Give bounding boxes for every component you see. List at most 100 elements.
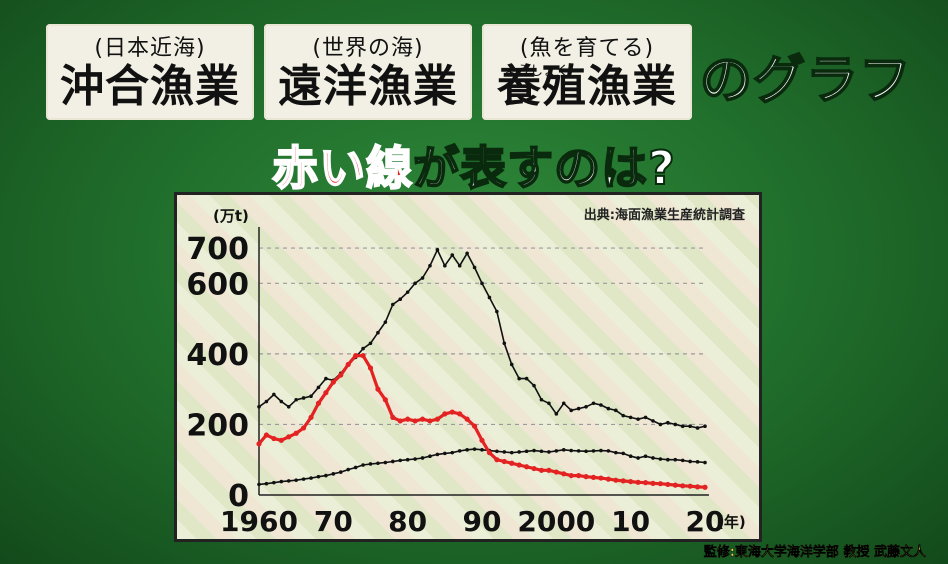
series-point-2 bbox=[286, 434, 292, 440]
series-point-1 bbox=[695, 460, 700, 464]
series-point-2 bbox=[353, 353, 359, 359]
series-point-1 bbox=[532, 448, 536, 453]
series-point-2 bbox=[583, 474, 589, 480]
series-point-2 bbox=[479, 437, 485, 443]
series-point-0 bbox=[666, 420, 670, 425]
series-point-1 bbox=[257, 482, 261, 487]
series-point-2 bbox=[501, 458, 507, 465]
series-point-0 bbox=[495, 309, 499, 314]
series-point-1 bbox=[666, 457, 670, 462]
label-distant-water-fishing: (世界の海) 遠洋漁業 bbox=[264, 24, 472, 120]
series-point-2 bbox=[628, 478, 634, 485]
series-point-0 bbox=[673, 422, 678, 427]
series-point-2 bbox=[486, 450, 493, 456]
series-point-0 bbox=[316, 385, 321, 390]
series-point-1 bbox=[405, 457, 410, 462]
question-red-line: 赤い線 bbox=[271, 140, 414, 196]
series-point-1 bbox=[636, 456, 640, 460]
series-point-1 bbox=[569, 448, 573, 453]
series-point-1 bbox=[361, 463, 365, 467]
series-point-1 bbox=[658, 457, 663, 461]
series-point-2 bbox=[598, 475, 604, 481]
label-aquaculture-main: 養殖漁業 bbox=[497, 61, 677, 112]
series-point-1 bbox=[584, 449, 588, 454]
series-point-2 bbox=[665, 481, 671, 488]
question-rest: が表すのは? bbox=[412, 140, 676, 196]
series-point-1 bbox=[272, 480, 276, 485]
series-point-0 bbox=[376, 330, 380, 335]
series-point-1 bbox=[301, 477, 306, 481]
series-point-0 bbox=[509, 362, 514, 367]
series-point-0 bbox=[465, 251, 469, 256]
series-point-2 bbox=[613, 477, 619, 483]
series-point-0 bbox=[695, 426, 700, 430]
series-point-0 bbox=[420, 276, 425, 280]
series-point-2 bbox=[561, 471, 567, 477]
x-tick-label: 70 bbox=[314, 505, 353, 538]
x-tick-label: 20 bbox=[686, 505, 725, 538]
series-point-1 bbox=[450, 450, 455, 455]
series-point-1 bbox=[472, 447, 477, 451]
y-unit-label: (万t) bbox=[213, 207, 249, 225]
series-point-1 bbox=[398, 458, 403, 463]
x-tick-label: 2000 bbox=[517, 505, 595, 538]
series-point-1 bbox=[599, 448, 603, 453]
series-point-1 bbox=[495, 449, 499, 454]
series-point-2 bbox=[315, 400, 322, 406]
series-line-1 bbox=[258, 448, 706, 486]
series-line-2 bbox=[257, 354, 706, 489]
series-point-0 bbox=[405, 290, 410, 294]
series-point-1 bbox=[480, 448, 484, 452]
series-point-2 bbox=[620, 478, 626, 484]
series-point-2 bbox=[650, 480, 656, 486]
series-point-1 bbox=[457, 449, 462, 453]
series-point-1 bbox=[391, 459, 395, 464]
series-point-2 bbox=[635, 479, 641, 485]
series-point-1 bbox=[264, 481, 269, 486]
series-point-1 bbox=[539, 449, 544, 454]
series-point-2 bbox=[338, 372, 344, 378]
series-point-0 bbox=[584, 405, 588, 409]
series-point-1 bbox=[413, 457, 417, 461]
series-point-0 bbox=[383, 320, 388, 324]
series-point-0 bbox=[614, 408, 618, 413]
series-point-0 bbox=[413, 281, 417, 286]
series-point-1 bbox=[643, 454, 648, 458]
series-point-0 bbox=[532, 383, 536, 388]
y-tick-label: 700 bbox=[186, 232, 249, 267]
series-point-2 bbox=[464, 416, 470, 422]
series-point-0 bbox=[487, 295, 492, 300]
series-point-2 bbox=[576, 472, 582, 479]
x-unit-label: (年) bbox=[717, 513, 746, 531]
chart-panel: 0 200 400 600 700 1960 70 80 90 2000 10 20 (万t) (年) 出典… bbox=[174, 192, 762, 542]
series-point-1 bbox=[547, 450, 551, 454]
label-offshore-sub: (日本近海) bbox=[94, 36, 206, 61]
series-point-1 bbox=[651, 456, 655, 460]
series-point-0 bbox=[517, 376, 521, 381]
series-point-1 bbox=[435, 452, 440, 457]
series-point-2 bbox=[308, 414, 314, 420]
x-tick-label: 80 bbox=[388, 505, 427, 538]
series-point-2 bbox=[590, 474, 597, 480]
series-point-1 bbox=[628, 454, 633, 458]
series-point-1 bbox=[509, 450, 514, 455]
series-point-1 bbox=[338, 470, 343, 474]
series-point-0 bbox=[435, 248, 440, 252]
series-point-0 bbox=[643, 415, 648, 420]
series-point-2 bbox=[546, 467, 552, 473]
label-aquaculture-sub: (魚を育てる) bbox=[519, 36, 655, 61]
y-tick-label: 200 bbox=[186, 408, 249, 443]
series-line-0 bbox=[258, 248, 706, 429]
series-point-0 bbox=[391, 302, 395, 307]
series-point-0 bbox=[651, 419, 655, 423]
y-tick-label: 600 bbox=[186, 267, 249, 302]
question-heading: 赤い線が表すのは? bbox=[0, 132, 948, 198]
series-point-1 bbox=[443, 451, 447, 456]
series-point-2 bbox=[301, 425, 307, 431]
series-point-0 bbox=[264, 399, 269, 404]
series-point-0 bbox=[636, 417, 640, 421]
series-point-0 bbox=[606, 406, 611, 411]
series-point-1 bbox=[680, 458, 685, 463]
series-point-1 bbox=[383, 460, 388, 465]
series-point-2 bbox=[360, 353, 366, 359]
